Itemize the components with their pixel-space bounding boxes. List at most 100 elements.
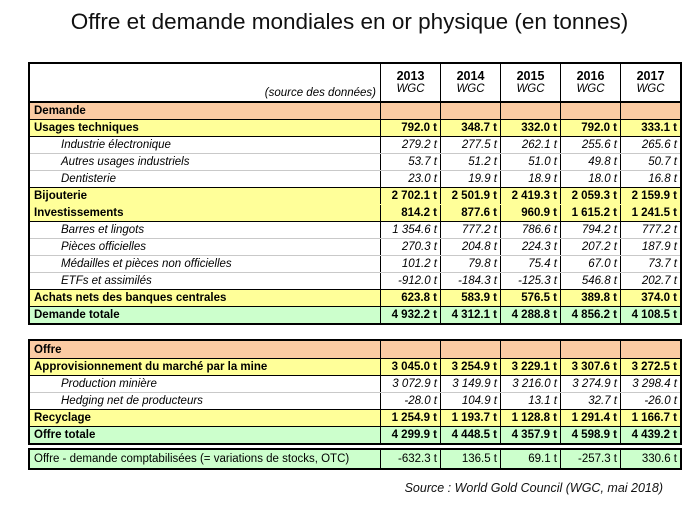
value-cell: 330.6 t [620,450,680,468]
value-cell: 583.9 t [440,290,500,306]
value-cell: 1 291.4 t [560,410,620,426]
value-cell: 187.9 t [620,239,680,255]
value-cell: 332.0 t [500,120,560,136]
value-cell: -257.3 t [560,450,620,468]
value-cell: 51.0 t [500,154,560,170]
row-label: Pièces officielles [61,241,147,253]
value-cell: 4 932.2 t [380,307,440,323]
row-label: Dentisterie [61,173,116,185]
value-cell: 53.7 t [380,154,440,170]
value-cell [620,341,680,358]
row-label: Offre totale [34,429,96,441]
value-cell: 786.6 t [500,222,560,238]
balance-table: Offre - demande comptabilisées (= variat… [28,448,682,470]
value-cell: 4 312.1 t [440,307,500,323]
table-row: Hedging net de producteurs -28.0 t 104.9 t… [30,392,680,409]
value-cell: 1 354.6 t [380,222,440,238]
value-cell: 265.6 t [620,137,680,153]
table-row: Industrie électronique 279.2 t 277.5 t 262.… [30,136,680,153]
table-row: ETFs et assimilés -912.0 t -184.3 t -125.3 … [30,272,680,289]
value-cell: 1 128.8 t [500,410,560,426]
row-label: Offre [34,343,62,356]
value-cell [620,103,680,119]
year-label: 2015 [516,68,545,83]
value-cell: 67.0 t [560,256,620,272]
value-cell [380,103,440,119]
table-row: Barres et lingots 1 354.6 t 777.2 t 786.6 t… [30,221,680,238]
row-label: Demande totale [34,309,120,321]
value-cell: 23.0 t [380,171,440,187]
value-cell: 202.7 t [620,273,680,289]
data-source-label: WGC [576,82,605,95]
value-cell: 1 193.7 t [440,410,500,426]
value-cell [500,103,560,119]
value-cell: 51.2 t [440,154,500,170]
value-cell: 333.1 t [620,120,680,136]
value-cell: 576.5 t [500,290,560,306]
row-label: Recyclage [34,412,91,424]
value-cell: 4 856.2 t [560,307,620,323]
value-cell [440,341,500,358]
value-cell: 262.1 t [500,137,560,153]
value-cell [500,341,560,358]
value-cell: 792.0 t [380,120,440,136]
value-cell: 104.9 t [440,393,500,409]
value-cell: 814.2 t [380,205,440,221]
value-cell: 207.2 t [560,239,620,255]
row-label: Achats nets des banques centrales [34,292,227,304]
value-cell: 4 439.2 t [620,427,680,443]
value-cell: 13.1 t [500,393,560,409]
value-cell: 348.7 t [440,120,500,136]
value-cell: 3 307.6 t [560,359,620,375]
value-cell: 2 059.3 t [560,188,620,204]
value-cell: 1 615.2 t [560,205,620,221]
row-label: Bijouterie [34,190,88,202]
row-label: Médailles et pièces non officielles [61,258,232,270]
value-cell [560,341,620,358]
row-label: Usages techniques [34,122,139,134]
value-cell: -28.0 t [380,393,440,409]
value-cell: 794.2 t [560,222,620,238]
demand-table: (source des données) 2013 WGC 2014 WGC 2015 W… [28,62,682,325]
value-cell: 623.8 t [380,290,440,306]
row-label: Barres et lingots [61,224,145,236]
value-cell: 2 702.1 t [380,188,440,204]
data-source-label: WGC [456,82,485,95]
value-cell: 3 045.0 t [380,359,440,375]
row-label: Demande [34,105,86,117]
value-cell: 374.0 t [620,290,680,306]
table-header-row: (source des données) 2013 WGC 2014 WGC 2015 W… [30,64,680,102]
data-source-label: WGC [516,82,545,95]
value-cell: 792.0 t [560,120,620,136]
value-cell [380,341,440,358]
value-cell: 270.3 t [380,239,440,255]
value-cell: 19.9 t [440,171,500,187]
value-cell: 79.8 t [440,256,500,272]
value-cell: 49.8 t [560,154,620,170]
value-cell: 3 216.0 t [500,376,560,392]
source-note: Source : World Gold Council (WGC, mai 20… [404,481,663,495]
row-label: Offre - demande comptabilisées (= variat… [34,453,350,465]
value-cell: 18.0 t [560,171,620,187]
row-label: Autres usages industriels [61,156,190,168]
row-label: Approvisionnement du marché par la mine [34,361,268,373]
value-cell: 75.4 t [500,256,560,272]
value-cell: -26.0 t [620,393,680,409]
value-cell: 204.8 t [440,239,500,255]
value-cell: 389.8 t [560,290,620,306]
value-cell: 32.7 t [560,393,620,409]
row-label: Industrie électronique [61,139,171,151]
value-cell: 2 159.9 t [620,188,680,204]
supply-table: Offre Approvisionnement du marché par la … [28,339,682,445]
table-row: Médailles et pièces non officielles 101.2… [30,255,680,272]
value-cell: 3 298.4 t [620,376,680,392]
value-cell: 3 229.1 t [500,359,560,375]
value-cell: 69.1 t [500,450,560,468]
value-cell: 3 272.5 t [620,359,680,375]
value-cell: 279.2 t [380,137,440,153]
value-cell: 50.7 t [620,154,680,170]
